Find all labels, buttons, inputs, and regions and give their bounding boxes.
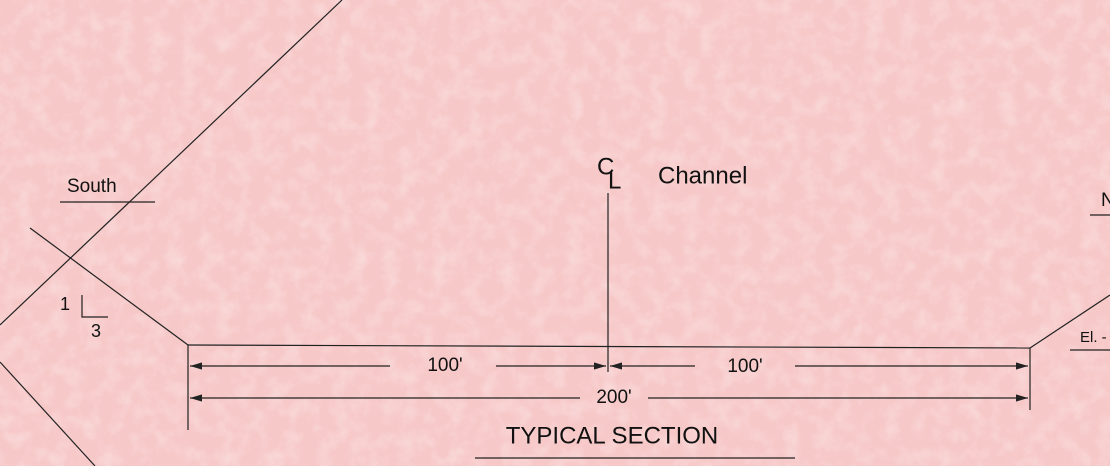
centerline-label: Channel [658,162,747,189]
section-title: TYPICAL SECTION [506,422,718,449]
centerline-symbol: L [608,167,621,194]
bank-label: South [67,176,117,197]
dimension-label: 100' [427,355,462,376]
slope-rise: 1 [60,294,70,314]
drawing: South N C L Channel 1 3 El. - 100' 100' … [0,0,1110,466]
elevation-label: El. - [1080,329,1107,346]
dimension-label: 200' [596,387,631,408]
texture [0,0,1110,466]
slope-run: 3 [91,321,101,341]
bank-label: N [1101,190,1110,211]
dimension-label: 100' [727,356,762,377]
